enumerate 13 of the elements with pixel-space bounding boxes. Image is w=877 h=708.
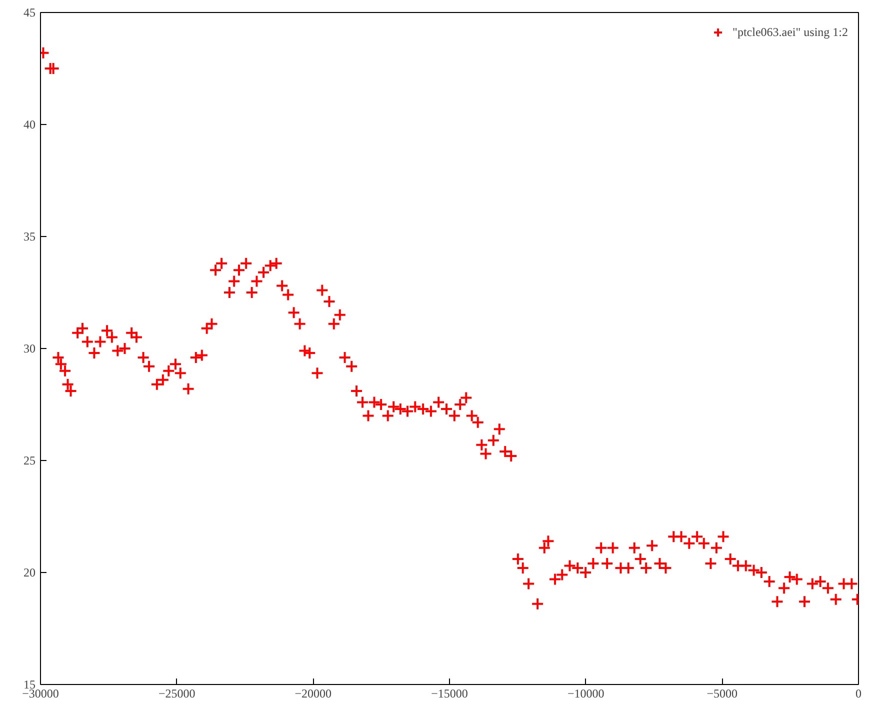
x-tick-label: −15000: [431, 686, 468, 700]
y-tick-label: 45: [24, 6, 36, 20]
y-tick-label: 25: [24, 454, 36, 468]
x-tick-label: −5000: [706, 686, 738, 700]
x-tick-label: 0: [856, 686, 862, 700]
y-tick-label: 30: [24, 342, 36, 356]
y-tick-label: 40: [24, 118, 36, 132]
x-tick-label: −10000: [567, 686, 604, 700]
x-tick-label: −25000: [158, 686, 196, 700]
x-tick-label: −20000: [294, 686, 332, 700]
y-tick-label: 20: [24, 566, 36, 580]
legend-label: "ptcle063.aei" using 1:2: [732, 24, 848, 40]
y-tick-label: 35: [24, 230, 36, 244]
